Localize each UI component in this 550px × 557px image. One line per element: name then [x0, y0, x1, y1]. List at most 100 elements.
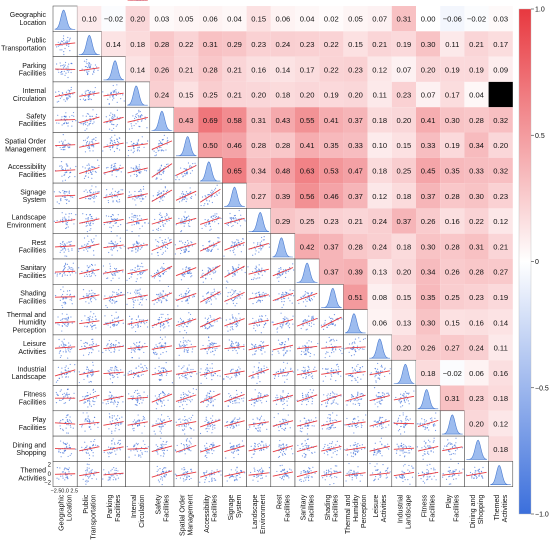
scatter-point [86, 295, 89, 297]
scatter-point [279, 324, 281, 326]
scatter-point [59, 165, 61, 167]
scatter-point [332, 392, 334, 394]
scatter-point [162, 367, 164, 369]
scatter-point [64, 145, 66, 147]
scatter-point [159, 225, 162, 227]
scatter-point [180, 223, 182, 225]
scatter-point [325, 341, 328, 343]
scatter-point [282, 293, 284, 295]
scatter-point [93, 313, 95, 315]
fit-line [151, 189, 173, 202]
matrix-cell [222, 233, 247, 260]
scatter-point [389, 373, 391, 375]
scatter-point [282, 304, 285, 306]
scatter-point [254, 353, 256, 355]
scatter-point [303, 296, 305, 298]
scatter-point [287, 397, 290, 399]
scatter-point [91, 289, 93, 292]
matrix-cell [246, 385, 272, 412]
scatter-point [211, 375, 213, 377]
scatter-point [227, 405, 229, 407]
scatter-point [239, 368, 241, 370]
scatter-point [263, 367, 265, 370]
scatter-point [358, 370, 360, 373]
scatter-point [336, 339, 338, 341]
scatter-point [308, 345, 310, 347]
scatter-point [116, 192, 118, 194]
scatter-point [67, 324, 69, 326]
scatter-point [92, 122, 94, 125]
scatter-point [233, 221, 236, 223]
scatter-point [66, 42, 69, 44]
scatter-point [309, 389, 311, 391]
scatter-point [330, 323, 332, 326]
scatter-point [304, 367, 306, 369]
scatter-point [160, 164, 163, 166]
scatter-point [137, 242, 139, 245]
scatter-point [58, 100, 60, 102]
scatter-point [258, 273, 260, 275]
matrix-cell [149, 258, 175, 285]
scatter-point [210, 374, 212, 376]
scatter-point [109, 301, 111, 303]
correlation-value-label: 0.12 [372, 65, 387, 74]
correlation-value-label: 0.28 [203, 65, 218, 74]
scatter-point [206, 274, 208, 276]
scatter-point [87, 400, 89, 402]
scatter-point [57, 114, 59, 116]
scatter-point [256, 382, 258, 384]
scatter-point [212, 191, 214, 194]
scatter-point [232, 300, 234, 302]
scatter-point [139, 110, 141, 113]
correlation-cell-fill [319, 107, 344, 133]
correlation-value-label: 0.20 [251, 91, 266, 100]
scatter-point [89, 171, 92, 173]
scatter-point [335, 364, 338, 366]
scatter-point [207, 194, 209, 196]
scatter-point [86, 275, 88, 277]
scatter-point [62, 149, 64, 151]
scatter-point [73, 115, 75, 117]
correlation-value-label: 0.14 [106, 40, 121, 49]
scatter-point [95, 235, 97, 237]
scatter-point [70, 316, 72, 318]
scatter-point [119, 201, 121, 203]
scatter-point [146, 326, 149, 328]
scatter-point [280, 370, 282, 372]
correlation-cell-fill [246, 157, 271, 184]
scatter-point [311, 372, 313, 375]
correlation-cell-fill [246, 107, 271, 133]
scatter-point [113, 127, 115, 130]
scatter-point [61, 70, 63, 73]
matrix-cell: 0.07 [391, 56, 416, 82]
scatter-point [179, 341, 182, 343]
matrix-cell: 0.31 [464, 233, 489, 259]
scatter-point [126, 303, 128, 305]
scatter-point [186, 351, 188, 353]
scatter-point [113, 376, 115, 378]
correlation-cell-fill [295, 31, 320, 57]
scatter-point [307, 292, 309, 294]
scatter-point [293, 295, 295, 297]
scatter-point [210, 269, 212, 271]
matrix-cell: 0.21 [222, 56, 247, 82]
scatter-point [261, 299, 263, 302]
scatter-point [163, 404, 166, 406]
scatter-point [207, 250, 209, 252]
scatter-point [324, 368, 327, 370]
scatter-point [255, 295, 257, 297]
scatter-point [211, 319, 213, 321]
density-curve [54, 9, 76, 30]
scatter-point [210, 395, 212, 397]
scatter-point [157, 254, 159, 257]
scatter-point [333, 340, 335, 342]
scatter-point [156, 228, 158, 230]
scatter-point [109, 295, 111, 297]
matrix-cell [76, 385, 102, 412]
correlation-value-label: 0.55 [300, 116, 315, 125]
correlation-cell-fill [246, 56, 271, 82]
matrix-cell: 0.21 [222, 81, 247, 108]
matrix-cell [294, 334, 320, 361]
scatter-point [91, 338, 93, 341]
scatter-point [118, 349, 120, 351]
